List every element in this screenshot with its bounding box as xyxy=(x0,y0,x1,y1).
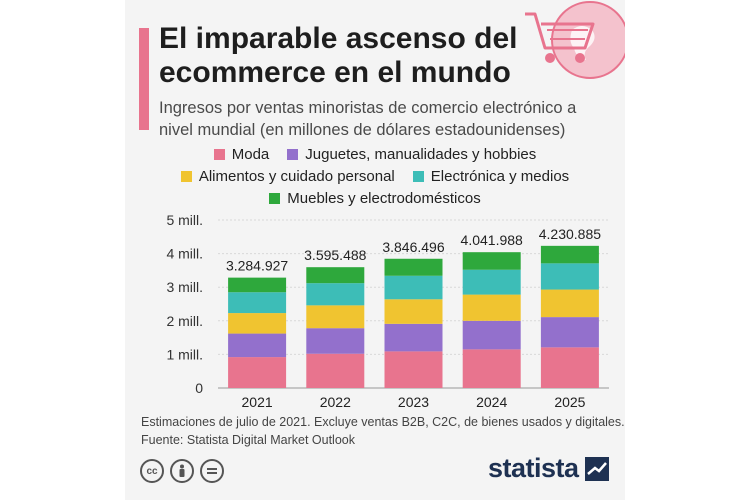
footnote-estimates: Estimaciones de julio de 2021. Excluye v… xyxy=(141,415,625,429)
legend-item-alimentos: Alimentos y cuidado personal xyxy=(180,168,395,185)
bar-segment xyxy=(384,323,443,352)
bar-segment xyxy=(462,320,521,350)
total-label: 3.284.927 xyxy=(226,258,288,274)
y-tick-label: 2 mill. xyxy=(166,313,203,329)
y-tick-label: 5 mill. xyxy=(166,212,203,228)
y-tick-label: 4 mill. xyxy=(166,246,203,262)
shopping-cart-globe-icon xyxy=(525,1,625,79)
bar-segment xyxy=(462,294,521,321)
bar-segment xyxy=(306,267,365,284)
x-tick-label: 2022 xyxy=(320,394,351,410)
bar-segment xyxy=(540,245,599,264)
y-tick-label: 3 mill. xyxy=(166,279,203,295)
x-tick-label: 2021 xyxy=(242,394,273,410)
x-tick-label: 2024 xyxy=(476,394,507,410)
legend-swatch xyxy=(287,149,299,160)
total-label: 3.846.496 xyxy=(382,239,444,255)
legend-label: Muebles y electrodomésticos xyxy=(287,190,481,207)
legend-label: Electrónica y medios xyxy=(430,168,570,185)
legend-item-juguetes: Juguetes, manualidades y hobbies xyxy=(287,146,536,163)
bar-segment xyxy=(384,351,443,388)
attribution-icon[interactable] xyxy=(170,459,194,483)
chart-subtitle: Ingresos por ventas minoristas de comerc… xyxy=(159,99,577,139)
bar-segment xyxy=(228,292,287,314)
bar-segment xyxy=(384,275,443,300)
bar-segment xyxy=(306,328,365,354)
legend-swatch xyxy=(412,171,424,182)
statista-logo[interactable]: statista xyxy=(488,453,609,484)
bar-segment xyxy=(228,357,287,388)
legend-row-3: Muebles y electrodomésticos xyxy=(125,190,625,207)
bar-segment xyxy=(228,333,287,358)
bar-segment xyxy=(306,283,365,306)
y-tick-label: 1 mill. xyxy=(166,346,203,362)
legend-row-2: Alimentos y cuidado personal Electrónica… xyxy=(125,168,625,185)
legend-swatch xyxy=(180,171,192,182)
bar-segment xyxy=(228,277,287,293)
stacked-bar-chart: 0 1 mill. 2 mill. 3 mill. 4 mill. 5 mill. 3.28… xyxy=(166,212,609,410)
x-tick-label: 2023 xyxy=(398,394,429,410)
legend-row-1: Moda Juguetes, manualidades y hobbies xyxy=(125,146,625,163)
license-icons: cc xyxy=(140,459,224,483)
legend-label: Juguetes, manualidades y hobbies xyxy=(305,146,537,163)
legend-item-muebles: Muebles y electrodomésticos xyxy=(269,190,481,207)
footnote: Estimaciones de julio de 2021. Excluye v… xyxy=(141,413,625,449)
bar-segment xyxy=(384,258,443,276)
legend-item-electronica: Electrónica y medios xyxy=(412,168,570,185)
bar-segment xyxy=(462,269,521,295)
legend-label: Alimentos y cuidado personal xyxy=(198,168,395,185)
footnote-source: Fuente: Statista Digital Market Outlook xyxy=(141,433,355,447)
total-label: 4.041.988 xyxy=(461,232,523,248)
legend-swatch xyxy=(269,193,281,204)
bar-segment xyxy=(384,299,443,324)
bar-segment xyxy=(228,313,287,334)
legend-swatch xyxy=(213,149,225,160)
statista-mark-icon xyxy=(584,456,609,481)
bar-segment xyxy=(306,305,365,329)
bar-segment xyxy=(462,349,521,388)
bar-segment xyxy=(540,289,599,318)
x-tick-label: 2025 xyxy=(554,394,585,410)
title-accent-bar xyxy=(139,28,149,130)
brand-name: statista xyxy=(488,453,579,483)
bar-segment xyxy=(462,252,521,270)
legend-item-moda: Moda xyxy=(213,146,270,163)
bar-segment xyxy=(540,263,599,290)
bar-segment xyxy=(540,347,599,388)
total-label: 4.230.885 xyxy=(539,226,601,242)
bar-segment xyxy=(540,317,599,348)
cc-icon[interactable]: cc xyxy=(140,459,164,483)
bar-segment xyxy=(306,353,365,388)
total-label: 3.595.488 xyxy=(304,247,366,263)
legend-label: Moda xyxy=(231,146,270,163)
y-tick-label: 0 xyxy=(195,380,203,396)
no-derivatives-icon[interactable] xyxy=(200,459,224,483)
chart-title: El imparable ascenso del ecommerce en el… xyxy=(159,22,518,89)
